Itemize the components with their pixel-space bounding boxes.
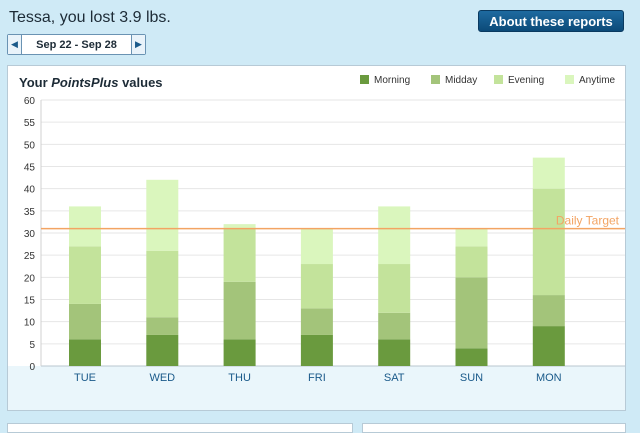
triangle-right-icon[interactable]: ▶: [131, 35, 145, 54]
x-tick-label: FRI: [308, 372, 326, 384]
bar-segment-evening: [146, 250, 179, 318]
y-tick-label: 15: [24, 296, 36, 307]
bar-segment-anytime: [146, 179, 179, 251]
legend-swatch-anytime: [565, 75, 574, 84]
legend-swatch-morning: [360, 75, 369, 84]
y-tick-label: 25: [24, 251, 36, 262]
chart-grid: 0 5 10 15 20 25 30 35 40 45 50 55 60: [8, 96, 625, 410]
x-axis-band: [8, 366, 625, 410]
bar-segment-anytime: [532, 157, 565, 189]
date-range-selector: ◀ Sep 22 - Sep 28 ▶: [7, 34, 146, 55]
chart-legend: Morning Midday Evening Anytime: [360, 75, 616, 86]
bar-segment-anytime: [300, 228, 333, 265]
lower-left-panel: [7, 423, 353, 433]
chart-title: Your PointsPlus values: [19, 75, 163, 90]
bar-segment-morning: [455, 348, 488, 366]
chart-bars: TUE WED THU FRI SAT SUN MON: [69, 157, 565, 384]
x-tick-label: SUN: [460, 372, 483, 384]
weight-loss-headline: Tessa, you lost 3.9 lbs.: [9, 9, 171, 26]
legend-label-midday: Midday: [445, 75, 477, 86]
bar-segment-evening: [69, 246, 101, 304]
lower-right-panel: [362, 423, 626, 433]
triangle-left-icon[interactable]: ◀: [8, 35, 22, 54]
x-tick-label: THU: [228, 372, 251, 384]
date-range-label: Sep 22 - Sep 28: [36, 38, 117, 51]
daily-target: Daily Target: [41, 214, 625, 230]
bar-segment-evening: [532, 188, 565, 296]
bar-segment-anytime: [455, 228, 488, 247]
y-tick-label: 0: [29, 362, 35, 373]
y-tick-label: 5: [29, 340, 35, 351]
y-tick-label: 30: [24, 229, 36, 240]
bar-segment-evening: [455, 246, 488, 278]
bar-segment-midday: [300, 308, 333, 335]
points-chart-panel: Your PointsPlus values 0 5 10 15 20 25 30 35 40 4…: [7, 65, 626, 411]
y-tick-label: 20: [24, 273, 36, 284]
x-tick-label: SAT: [384, 372, 405, 384]
bar-segment-morning: [532, 326, 565, 366]
bar-segment-morning: [300, 334, 333, 366]
y-tick-label: 50: [24, 140, 36, 151]
bar-segment-morning: [146, 334, 179, 366]
bar-segment-midday: [532, 295, 565, 327]
points-chart: Your PointsPlus values 0 5 10 15 20 25 30 35 40 4…: [8, 75, 625, 410]
bar-segment-evening: [223, 228, 256, 282]
y-tick-label: 10: [24, 318, 36, 329]
bar-segment-midday: [378, 312, 411, 340]
legend-label-morning: Morning: [374, 75, 410, 86]
y-tick-label: 45: [24, 163, 36, 174]
bar-segment-anytime: [378, 206, 411, 265]
bar-segment-evening: [378, 264, 411, 313]
x-tick-label: WED: [149, 372, 175, 384]
legend-swatch-midday: [431, 75, 440, 84]
bar-segment-anytime: [223, 224, 256, 229]
bar-segment-evening: [300, 264, 333, 309]
bar-segment-morning: [223, 339, 256, 366]
about-reports-button[interactable]: About these reports: [478, 10, 624, 32]
x-tick-label: TUE: [74, 372, 96, 384]
legend-swatch-evening: [494, 75, 503, 84]
bar-segment-midday: [223, 281, 256, 340]
bar-segment-midday: [146, 317, 179, 335]
y-tick-label: 35: [24, 207, 36, 218]
x-tick-label: MON: [536, 372, 562, 384]
legend-label-evening: Evening: [508, 75, 544, 86]
y-tick-label: 60: [24, 96, 36, 107]
legend-label-anytime: Anytime: [579, 75, 616, 86]
bar-segment-midday: [455, 277, 488, 349]
bar-segment-morning: [69, 339, 101, 366]
bar-segment-morning: [378, 339, 411, 366]
y-tick-label: 40: [24, 185, 36, 196]
bar-segment-midday: [69, 303, 101, 340]
daily-target-label: Daily Target: [556, 214, 620, 228]
y-tick-label: 55: [24, 118, 36, 129]
bar-segment-anytime: [69, 206, 101, 247]
